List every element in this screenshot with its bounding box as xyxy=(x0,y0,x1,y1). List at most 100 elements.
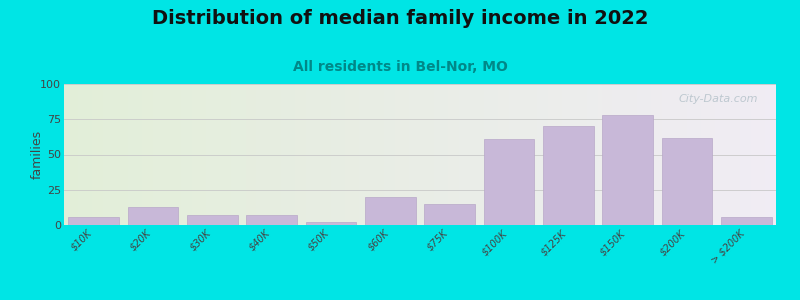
Bar xyxy=(246,84,249,225)
Bar xyxy=(182,84,185,225)
Bar xyxy=(420,84,423,225)
Bar xyxy=(762,84,766,225)
Bar xyxy=(630,84,634,225)
Bar xyxy=(702,84,705,225)
Bar xyxy=(584,84,587,225)
Bar xyxy=(128,207,178,225)
Bar xyxy=(769,84,773,225)
Bar xyxy=(366,84,370,225)
Bar xyxy=(591,84,594,225)
Bar xyxy=(82,84,86,225)
Bar xyxy=(199,84,203,225)
Text: Distribution of median family income in 2022: Distribution of median family income in … xyxy=(152,9,648,28)
Bar xyxy=(374,84,378,225)
Bar xyxy=(609,84,612,225)
Bar xyxy=(637,84,641,225)
Bar xyxy=(425,204,475,225)
Bar xyxy=(288,84,292,225)
Bar xyxy=(359,84,363,225)
Bar xyxy=(673,84,676,225)
Bar xyxy=(242,84,246,225)
Bar xyxy=(730,84,734,225)
Bar xyxy=(488,84,491,225)
Bar xyxy=(146,84,150,225)
Bar xyxy=(224,84,228,225)
Bar xyxy=(278,84,281,225)
Bar xyxy=(306,84,310,225)
Bar xyxy=(690,84,694,225)
Bar xyxy=(128,84,132,225)
Bar xyxy=(260,84,263,225)
Bar xyxy=(210,84,214,225)
Bar xyxy=(334,84,338,225)
Bar xyxy=(267,84,270,225)
Bar xyxy=(715,84,719,225)
Bar xyxy=(466,84,470,225)
Bar xyxy=(67,84,71,225)
Bar xyxy=(138,84,142,225)
Bar xyxy=(580,84,584,225)
Bar xyxy=(634,84,637,225)
Bar xyxy=(523,84,526,225)
Bar xyxy=(773,84,776,225)
Bar xyxy=(352,84,356,225)
Bar xyxy=(302,84,306,225)
Bar xyxy=(577,84,580,225)
Bar xyxy=(178,84,182,225)
Bar xyxy=(530,84,534,225)
Bar xyxy=(320,84,324,225)
Bar xyxy=(317,84,320,225)
Bar xyxy=(612,84,616,225)
Bar xyxy=(235,84,238,225)
Bar xyxy=(474,84,477,225)
Bar xyxy=(189,84,192,225)
Bar xyxy=(648,84,651,225)
Bar xyxy=(356,84,359,225)
Bar xyxy=(253,84,256,225)
Bar xyxy=(171,84,174,225)
Bar xyxy=(662,84,666,225)
Bar xyxy=(538,84,541,225)
Bar xyxy=(766,84,769,225)
Text: All residents in Bel-Nor, MO: All residents in Bel-Nor, MO xyxy=(293,60,507,74)
Bar xyxy=(206,84,210,225)
Bar xyxy=(722,84,726,225)
Bar xyxy=(494,84,498,225)
Bar xyxy=(249,84,253,225)
Bar xyxy=(110,84,114,225)
Bar xyxy=(295,84,299,225)
Bar xyxy=(314,84,317,225)
Bar xyxy=(192,84,196,225)
Bar xyxy=(534,84,538,225)
Bar xyxy=(106,84,110,225)
Bar xyxy=(570,84,573,225)
Bar xyxy=(214,84,217,225)
Bar xyxy=(438,84,442,225)
Bar xyxy=(680,84,683,225)
Bar xyxy=(513,84,516,225)
Text: City-Data.com: City-Data.com xyxy=(678,94,758,104)
Bar xyxy=(306,222,356,225)
Bar xyxy=(737,84,741,225)
Bar xyxy=(734,84,737,225)
Bar xyxy=(484,84,488,225)
Bar xyxy=(712,84,715,225)
Bar xyxy=(459,84,462,225)
Bar xyxy=(238,84,242,225)
Bar xyxy=(462,84,466,225)
Bar xyxy=(491,84,494,225)
Bar xyxy=(676,84,680,225)
Bar xyxy=(89,84,93,225)
Bar xyxy=(644,84,648,225)
Bar xyxy=(384,84,388,225)
Bar xyxy=(616,84,619,225)
Bar xyxy=(758,84,762,225)
Bar xyxy=(410,84,413,225)
Bar xyxy=(502,84,506,225)
Bar xyxy=(121,84,125,225)
Bar xyxy=(566,84,570,225)
Bar xyxy=(619,84,623,225)
Bar xyxy=(96,84,99,225)
Bar xyxy=(274,84,278,225)
Bar xyxy=(406,84,410,225)
